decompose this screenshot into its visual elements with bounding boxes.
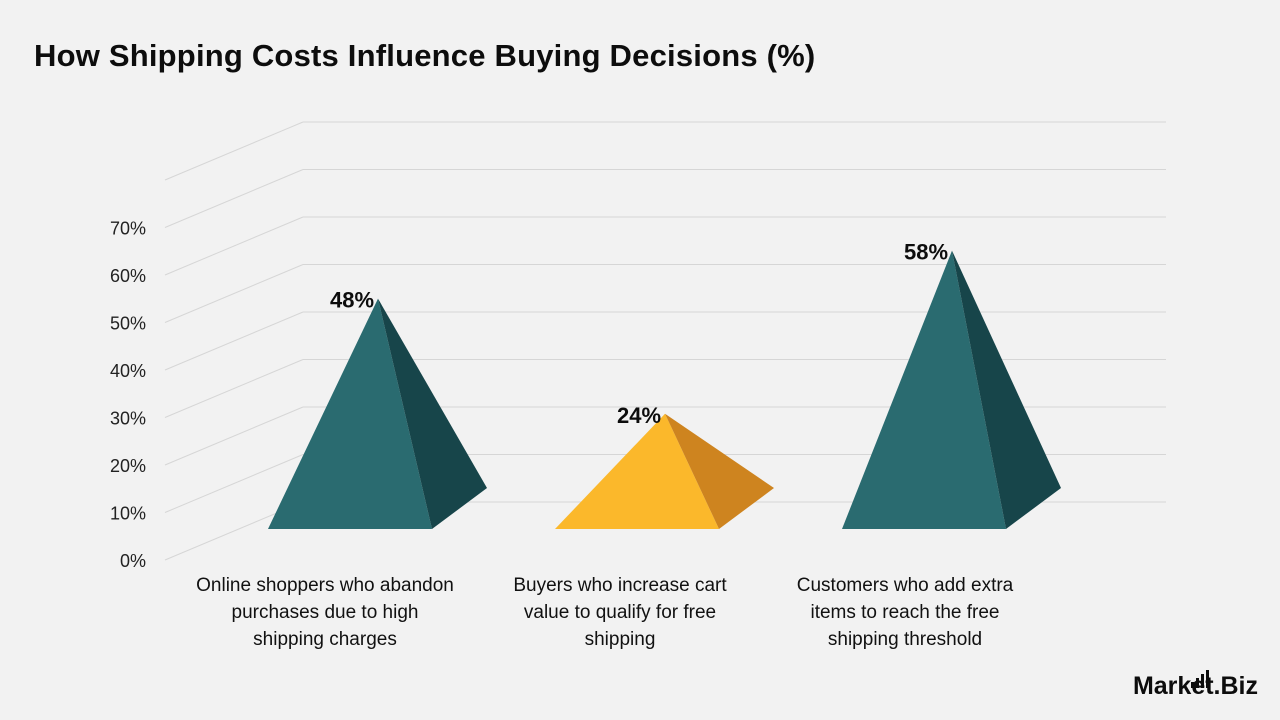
category-label-extra-items: Customers who add extra items to reach t…	[796, 575, 1014, 650]
bar-chart-icon-bar	[1205, 670, 1209, 688]
category-label-cart-value: Buyers who increase cart value to qualif…	[513, 575, 727, 650]
pyramid-front-face	[842, 250, 1006, 529]
y-tick-label: 30%	[110, 409, 146, 429]
gridline-side	[164, 454, 304, 513]
y-tick-label: 40%	[110, 361, 146, 381]
pyramid-side-face	[378, 298, 487, 529]
bar-chart-icon-bar	[1190, 682, 1194, 688]
chart-title: How Shipping Costs Influence Buying Deci…	[34, 38, 816, 73]
y-tick-label: 70%	[110, 219, 146, 239]
y-tick-label: 50%	[110, 314, 146, 334]
gridline-side	[164, 359, 304, 418]
pyramid-front-face	[268, 298, 432, 529]
gridline-side	[164, 121, 304, 181]
brand-name: Market.Biz	[1133, 672, 1258, 701]
data-label: 24%	[617, 403, 661, 428]
pyramid-front-face	[555, 413, 719, 529]
bar-chart-icon-bar	[1195, 678, 1199, 688]
brand-logo: Market.Biz	[1133, 670, 1258, 701]
gridline-side	[164, 216, 304, 276]
y-tick-label: 10%	[110, 504, 146, 524]
category-label-abandon: Online shoppers who abandon purchases du…	[196, 575, 454, 650]
data-label: 48%	[330, 288, 374, 313]
gridline-side	[164, 169, 304, 228]
y-tick-label: 20%	[110, 456, 146, 476]
bar-chart-icon-bar	[1200, 674, 1204, 688]
y-tick-label: 0%	[120, 551, 146, 571]
gridline-side	[164, 311, 304, 371]
pyramid-side-face	[665, 413, 774, 529]
data-label: 58%	[904, 240, 948, 265]
bar-chart-icon	[1190, 666, 1209, 688]
gridline-side	[164, 406, 304, 466]
gridline-side	[164, 264, 304, 323]
y-tick-label: 60%	[110, 266, 146, 286]
pyramid-side-face	[952, 250, 1061, 529]
